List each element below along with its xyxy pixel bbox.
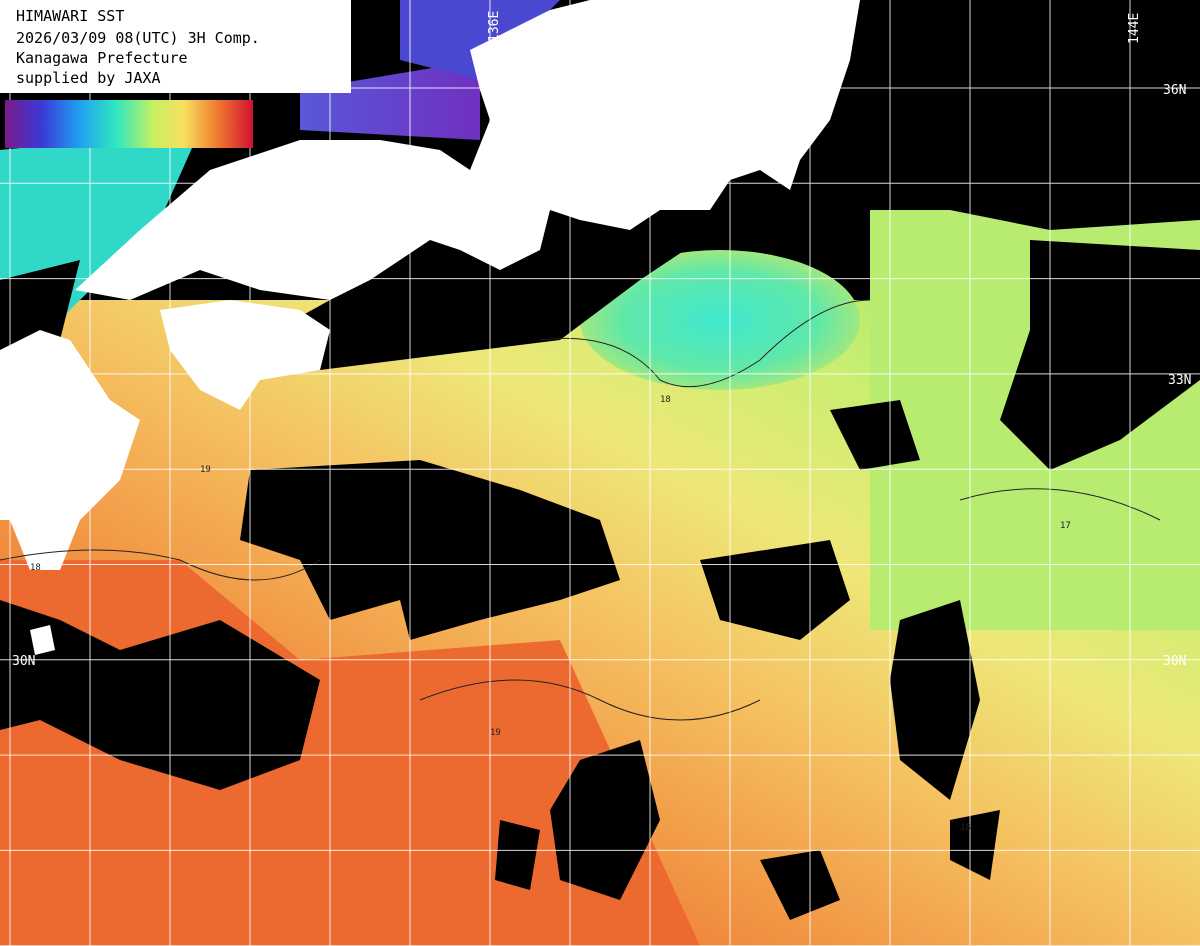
header-credit: supplied by JAXA (16, 69, 161, 87)
cloud (495, 820, 540, 890)
header: HIMAWARI SST 2026/03/09 08(UTC) 3H Comp.… (0, 0, 351, 93)
cold-water (400, 0, 560, 80)
contour-label: 18 (660, 395, 671, 405)
contour-label: 17 (1060, 521, 1071, 531)
grid-labels: 136E 144E 36N 33N 30N 30N (12, 11, 1191, 669)
contour-labels: 18 19 18 19 17 18 (30, 395, 1071, 833)
header-region: Kanagawa Prefecture (16, 49, 188, 67)
cold-water (300, 60, 480, 140)
contour-label: 19 (490, 728, 501, 738)
honshu (75, 0, 860, 300)
cloud (950, 810, 1000, 880)
cloud (890, 600, 980, 800)
contour-label: 19 (200, 465, 211, 475)
contour-line (539, 299, 871, 388)
header-title: HIMAWARI SST (16, 7, 124, 25)
colorbar-ramp (5, 100, 253, 148)
longitude-label: 144E (1127, 13, 1142, 44)
land (0, 0, 860, 655)
latitude-label: 36N (1163, 83, 1186, 98)
latitude-label: 30N (1163, 654, 1186, 669)
header-box (0, 0, 351, 93)
contour-line (0, 549, 321, 581)
shikoku (160, 300, 330, 410)
contour-label: 18 (960, 823, 971, 833)
cloud (760, 850, 840, 920)
cloud (0, 260, 80, 350)
cloud (550, 740, 660, 900)
contour-line (419, 679, 761, 721)
colorbar (5, 100, 253, 148)
cloud (240, 460, 620, 640)
latitude-label: 30N (12, 654, 35, 669)
contour-label: 18 (30, 563, 41, 573)
contour-line (959, 488, 1161, 521)
cloud (830, 400, 920, 470)
longitude-label: 136E (487, 11, 502, 42)
header-time: 2026/03/09 08(UTC) 3H Comp. (16, 29, 260, 47)
cloud (0, 600, 320, 790)
island (30, 625, 55, 655)
latitude-label: 33N (1168, 373, 1191, 388)
contours (0, 299, 1161, 721)
cloud (840, 0, 1200, 230)
kyushu (0, 330, 140, 570)
